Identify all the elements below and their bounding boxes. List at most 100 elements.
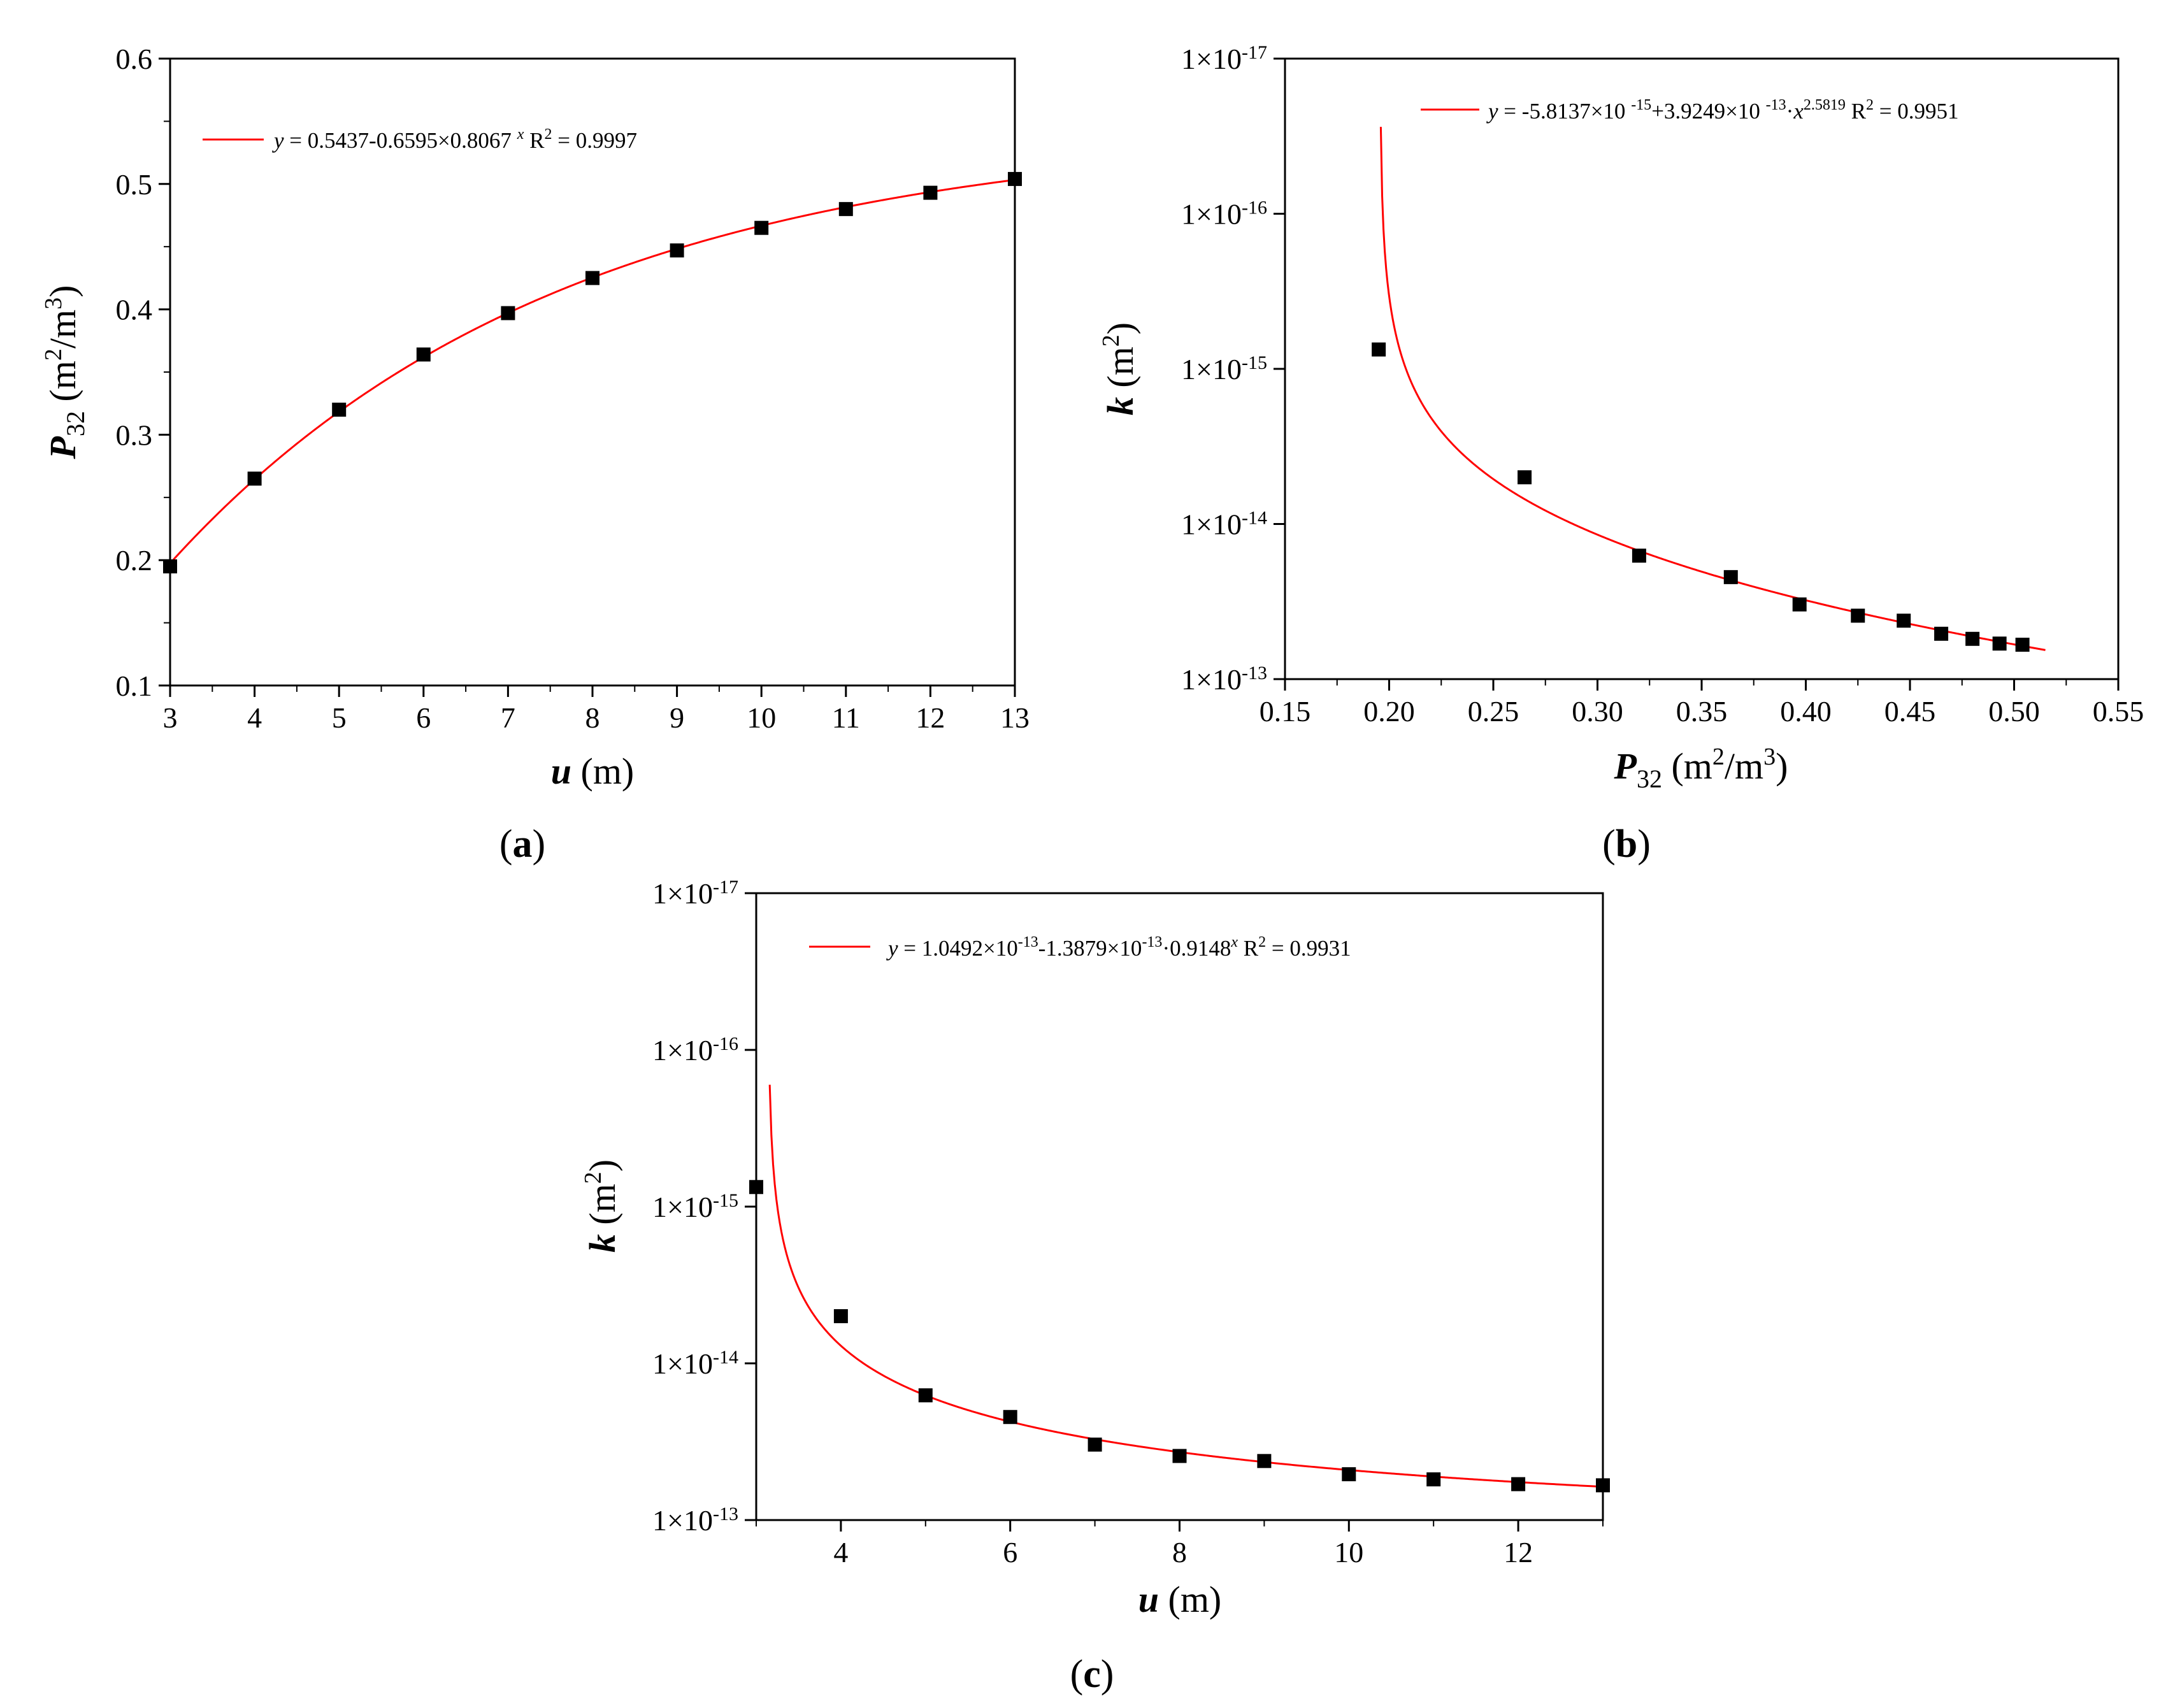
data-point xyxy=(1087,1437,1102,1452)
data-point xyxy=(1172,1449,1187,1463)
data-point xyxy=(163,559,177,574)
y-tick-label: 0.6 xyxy=(116,43,153,75)
y-tick-label: 1×10-15 xyxy=(652,1190,738,1223)
data-points xyxy=(1372,342,2030,652)
y-tick-label: 1×10-14 xyxy=(1181,508,1267,541)
x-axis-label: P32 (m2/m3) xyxy=(1614,743,1788,793)
panel-label-a: (a) xyxy=(499,822,545,866)
data-point xyxy=(1897,614,1911,628)
x-tick-label: 4 xyxy=(247,701,262,734)
data-point xyxy=(1426,1472,1441,1487)
data-point xyxy=(1257,1454,1272,1468)
data-point xyxy=(332,403,347,417)
data-point xyxy=(1518,470,1532,485)
y-tick-label: 1×10-14 xyxy=(652,1347,738,1380)
data-point xyxy=(1632,549,1646,563)
data-point xyxy=(1934,626,1949,641)
data-point xyxy=(1992,636,2007,651)
y-tick-label: 0.5 xyxy=(116,168,153,201)
x-ticks: 3 4 5 6 7 8 9 10 11 12 13 xyxy=(163,685,1030,734)
x-tick-label: 11 xyxy=(832,701,860,734)
x-tick-label: 6 xyxy=(416,701,431,734)
data-point xyxy=(833,1309,848,1323)
y-tick-label: 1×10-16 xyxy=(1181,197,1267,231)
data-point xyxy=(1372,342,1386,357)
y-tick-label: 1×10-15 xyxy=(1181,352,1267,385)
data-point xyxy=(1723,570,1738,584)
data-point xyxy=(2015,637,2030,652)
data-points xyxy=(749,1180,1610,1493)
fit-curve-group xyxy=(768,1084,1604,1488)
data-point xyxy=(501,306,515,320)
panel-label-b: (b) xyxy=(1602,822,1651,866)
x-tick-label: 0.45 xyxy=(1884,695,1936,728)
y-tick-label: 0.4 xyxy=(116,294,153,326)
y-tick-label: 0.2 xyxy=(116,544,153,577)
y-tick-label: 0.3 xyxy=(116,419,153,451)
panel-c: 4 6 8 10 12 1×10-171×10-161×10-151×10-141×10… xyxy=(580,877,1610,1696)
y-tick-label: 1×10-17 xyxy=(1181,42,1267,75)
data-point xyxy=(754,220,769,235)
x-tick-label: 6 xyxy=(1003,1536,1017,1568)
y-tick-label: 1×10-13 xyxy=(1181,663,1267,696)
fit-curve xyxy=(1379,127,2046,651)
x-tick-label: 0.40 xyxy=(1780,695,1832,728)
data-point xyxy=(1596,1478,1610,1493)
x-tick-label: 13 xyxy=(1000,701,1030,734)
fit-curve-group xyxy=(169,178,1016,564)
x-tick-label: 8 xyxy=(1172,1536,1187,1568)
x-tick-label: 10 xyxy=(1334,1536,1363,1568)
y-axis-label: k (m2) xyxy=(580,1159,623,1252)
data-point xyxy=(1511,1477,1526,1491)
y-tick-label: 1×10-13 xyxy=(652,1503,738,1537)
x-tick-label: 0.35 xyxy=(1676,695,1728,728)
panel-a: 3 4 5 6 7 8 9 10 11 12 13 0.1 0.2 0.3 0.4 0.5 0.6 y = 0… xyxy=(40,43,1030,866)
fit-curve xyxy=(169,178,1016,564)
x-tick-label: 0.50 xyxy=(1988,695,2040,728)
legend-text: y = 1.0492×10-13-1.3879×10-13·0.9148x R2… xyxy=(886,934,1351,961)
data-point xyxy=(247,471,262,486)
x-tick-label: 10 xyxy=(747,701,776,734)
y-ticks: 0.1 0.2 0.3 0.4 0.5 0.6 xyxy=(116,43,170,702)
legend-text: y = -5.8137×10 -15+3.9249×10 -13·x2.5819… xyxy=(1486,97,1958,124)
y-axis-label: k (m2) xyxy=(1098,322,1141,415)
x-tick-label: 12 xyxy=(915,701,945,734)
legend: y = 0.5437-0.6595×0.8067 x R2 = 0.9997 xyxy=(203,126,637,153)
x-tick-label: 8 xyxy=(585,701,600,734)
y-ticks: 1×10-17 1×10-16 1×10-15 1×10-14 1×10-13 xyxy=(1181,42,1285,696)
data-point xyxy=(1792,597,1807,612)
data-point xyxy=(1965,631,1980,646)
legend: y = 1.0492×10-13-1.3879×10-13·0.9148x R2… xyxy=(809,934,1351,961)
data-point xyxy=(1008,171,1022,186)
data-point xyxy=(1342,1467,1356,1482)
data-point xyxy=(585,271,599,285)
data-point xyxy=(923,185,938,200)
x-tick-label: 9 xyxy=(670,701,684,734)
plot-frame xyxy=(755,892,1604,1521)
x-tick-label: 0.55 xyxy=(2093,695,2144,728)
data-point xyxy=(670,243,684,258)
x-tick-label: 5 xyxy=(332,701,347,734)
x-tick-label: 0.20 xyxy=(1363,695,1415,728)
data-point xyxy=(416,347,431,362)
fit-curve xyxy=(768,1084,1604,1488)
panel-label-c: (c) xyxy=(1070,1653,1114,1696)
x-tick-label: 4 xyxy=(833,1536,848,1568)
x-axis-label: u (m) xyxy=(1138,1579,1222,1620)
data-points xyxy=(163,171,1022,574)
x-tick-label: 0.25 xyxy=(1468,695,1519,728)
data-point xyxy=(749,1180,763,1195)
y-tick-label: 0.1 xyxy=(116,670,153,702)
legend: y = -5.8137×10 -15+3.9249×10 -13·x2.5819… xyxy=(1421,97,1958,124)
x-tick-label: 0.30 xyxy=(1572,695,1623,728)
x-tick-label: 7 xyxy=(501,701,515,734)
y-ticks: 1×10-17 1×10-16 1×10-15 1×10-14 1×10-13 xyxy=(652,877,756,1537)
y-axis-label: P32 (m2/m3) xyxy=(40,285,90,460)
data-point xyxy=(1851,608,1865,623)
fit-curve-group xyxy=(1379,127,2046,651)
y-tick-label: 1×10-17 xyxy=(652,877,738,910)
x-axis-label: u (m) xyxy=(551,750,635,792)
x-tick-label: 3 xyxy=(163,701,178,734)
data-point xyxy=(918,1388,933,1403)
